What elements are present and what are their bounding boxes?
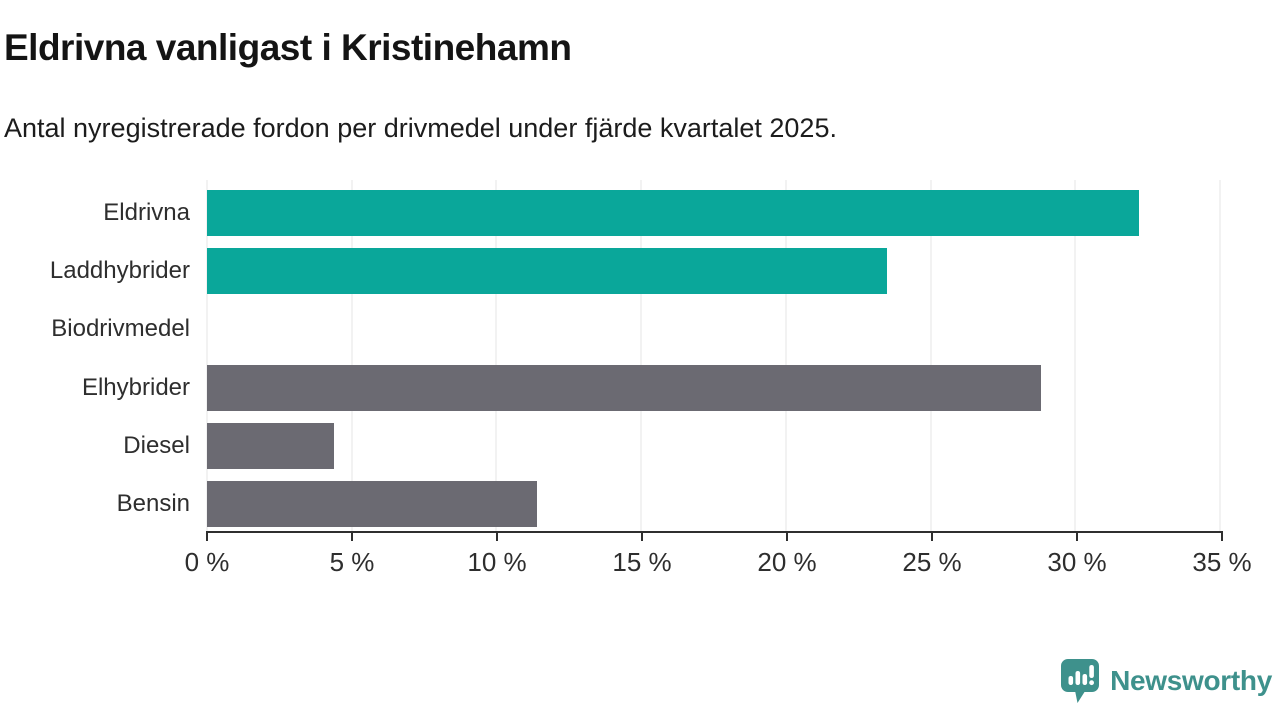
- x-axis-line: 0 % 5 % 10 % 15 % 20 % 25 % 30 % 35 %: [185, 531, 1252, 577]
- bar-row: [207, 184, 1220, 242]
- x-axis-tick: [1221, 531, 1223, 541]
- x-axis-tick: [351, 531, 353, 541]
- x-axis-tick-label: 15 %: [612, 547, 672, 577]
- chart-subtitle: Antal nyregistrerade fordon per drivmede…: [4, 113, 837, 143]
- bar-eldrivna: [207, 190, 1139, 237]
- x-axis-tick-label: 35 %: [1192, 547, 1252, 577]
- bar-row: [207, 417, 1220, 475]
- y-axis-label: Biodrivmedel: [51, 315, 190, 343]
- grid-line: [1219, 180, 1221, 533]
- plot-area: [206, 180, 1221, 533]
- grid-line: [206, 180, 208, 533]
- x-axis-tick-label: 30 %: [1047, 547, 1107, 577]
- x-axis-tick-label: 5 %: [329, 547, 375, 577]
- x-axis-tick-label: 25 %: [902, 547, 962, 577]
- grid-line: [495, 180, 497, 533]
- grid-line: [351, 180, 353, 533]
- bar-bensin: [207, 480, 537, 527]
- grid-line: [640, 180, 642, 533]
- bar-row: [207, 475, 1220, 533]
- bar-laddhybrider: [207, 248, 888, 295]
- x-axis-tick-label: 0 %: [184, 547, 230, 577]
- y-axis-label: Laddhybrider: [49, 257, 190, 285]
- x-axis-tick: [1076, 531, 1078, 541]
- grid-line: [1074, 180, 1076, 533]
- bar-diesel: [207, 422, 335, 469]
- bar-row: [207, 300, 1220, 358]
- bar-row: [207, 359, 1220, 417]
- x-axis-tick-label: 10 %: [467, 547, 527, 577]
- x-axis-tick: [931, 531, 933, 541]
- x-axis-tick-label: 20 %: [757, 547, 817, 577]
- brand-name: Newsworthy: [1110, 665, 1272, 696]
- x-axis-tick: [641, 531, 643, 541]
- y-axis-label: Eldrivna: [103, 199, 190, 227]
- bar-rows: [207, 184, 1220, 533]
- bar-row: [207, 242, 1220, 300]
- newsworthy-speech-bubble-bar-chart-icon: [1060, 658, 1100, 704]
- x-axis-tick: [496, 531, 498, 541]
- x-axis-tick: [206, 531, 208, 541]
- y-axis-label: Elhybrider: [81, 373, 190, 401]
- bar-elhybrider: [207, 364, 1041, 411]
- y-axis-label: Bensin: [116, 489, 190, 517]
- grid-line: [930, 180, 932, 533]
- brand-logo: Newsworthy: [1060, 658, 1272, 704]
- chart-title: Eldrivna vanligast i Kristinehamn: [4, 27, 572, 68]
- grid-line: [785, 180, 787, 533]
- y-axis-label: Diesel: [123, 431, 190, 459]
- x-axis-tick: [786, 531, 788, 541]
- y-axis-labels: Eldrivna Laddhybrider Biodrivmedel Elhybrid…: [0, 184, 190, 533]
